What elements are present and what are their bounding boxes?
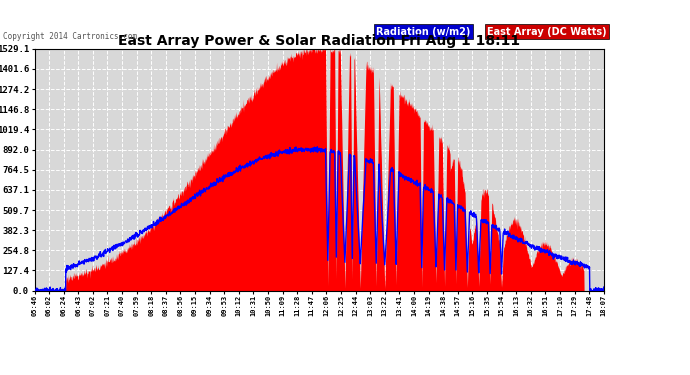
Title: East Array Power & Solar Radiation Fri Aug 1 18:11: East Array Power & Solar Radiation Fri A…: [118, 34, 520, 48]
Text: Copyright 2014 Cartronics.com: Copyright 2014 Cartronics.com: [3, 32, 137, 41]
Text: East Array (DC Watts): East Array (DC Watts): [487, 27, 607, 37]
Text: Radiation (w/m2): Radiation (w/m2): [376, 27, 471, 37]
